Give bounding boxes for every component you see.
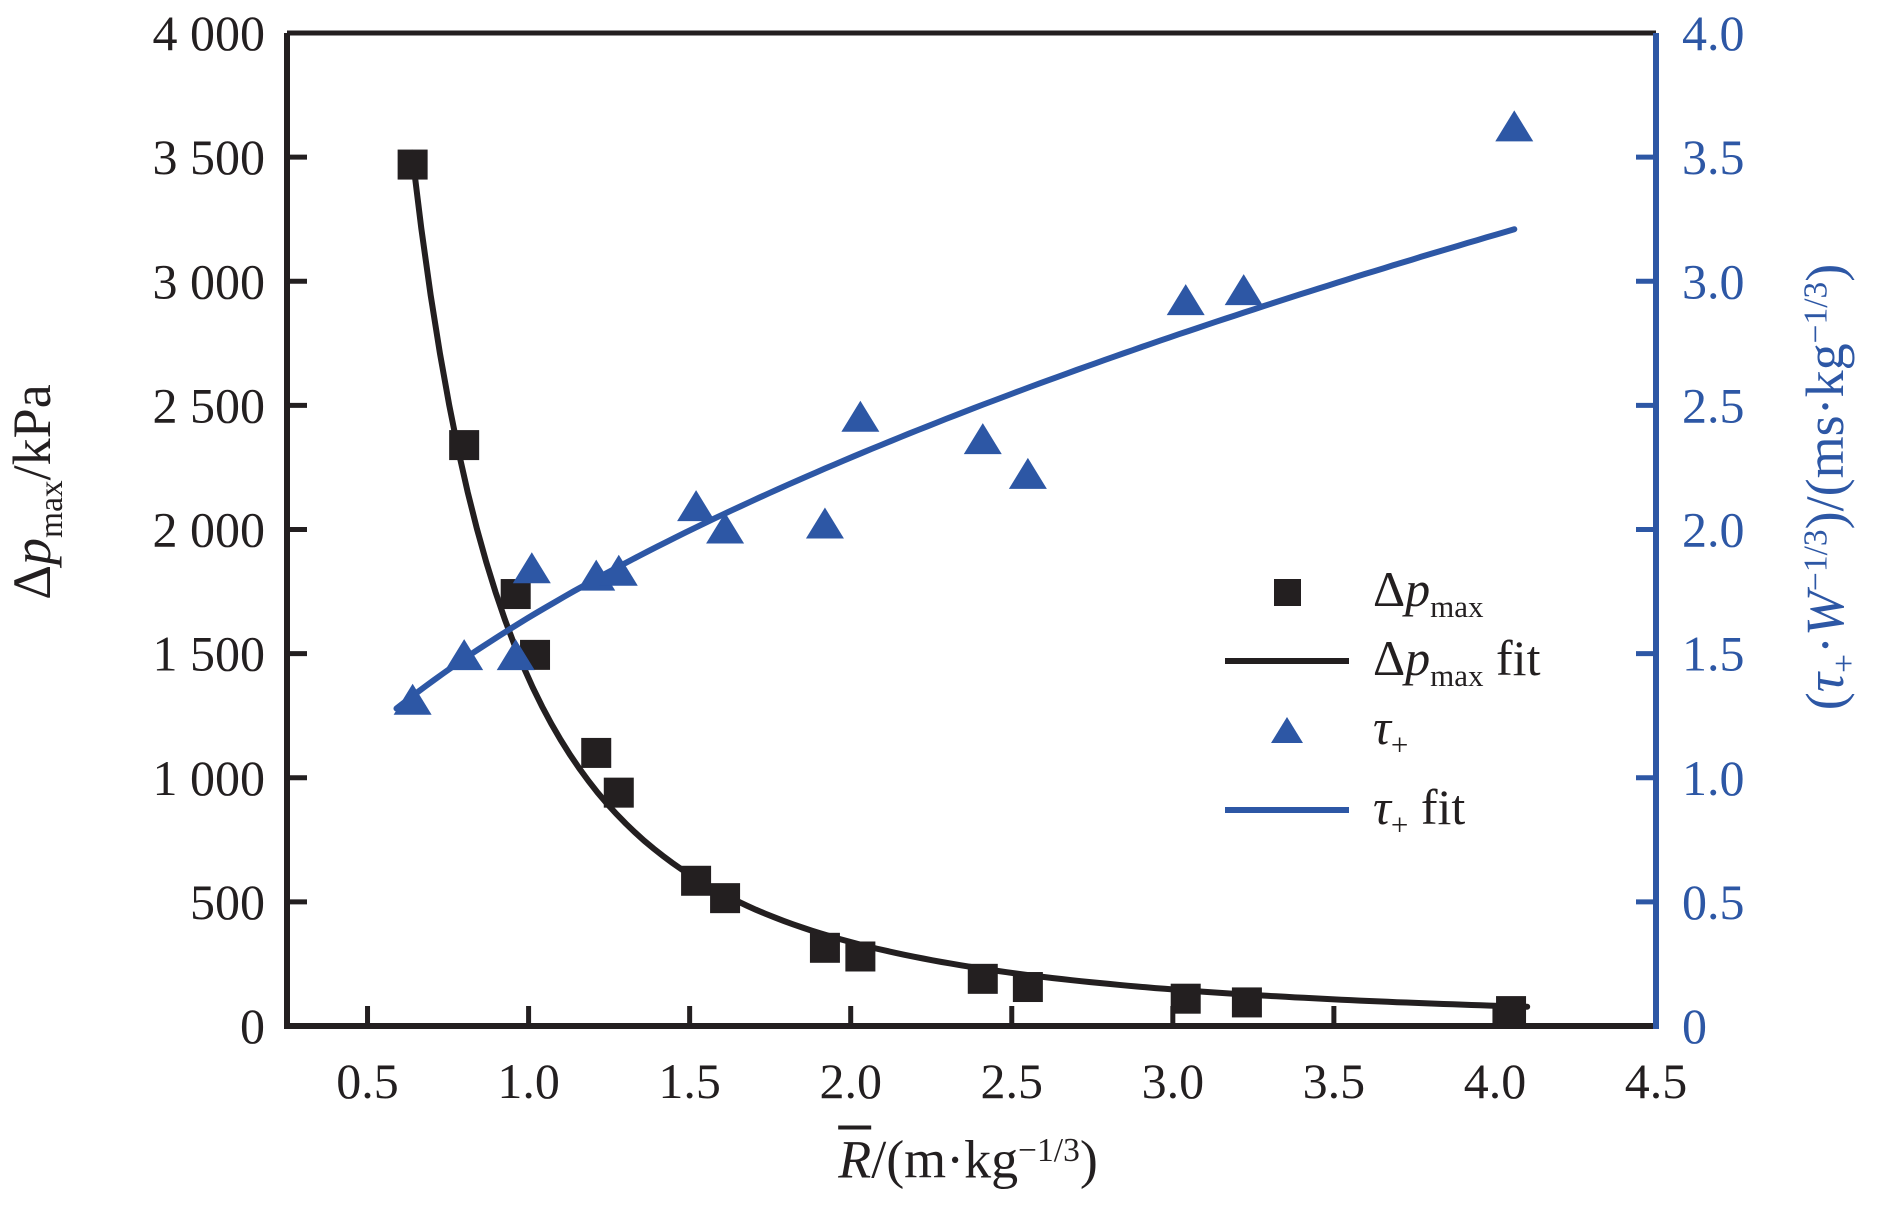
p-symbol: p bbox=[2, 537, 63, 565]
y-right-tick-label: 2.0 bbox=[1682, 502, 1745, 558]
x-axis-title: R/(m·kg−1/3) bbox=[838, 1125, 1098, 1191]
x-axis-unit: /(m·kg bbox=[871, 1129, 1019, 1190]
x-tick-label: 3.5 bbox=[1303, 1053, 1366, 1109]
tau-point bbox=[963, 423, 1002, 455]
y-left-tick-label: 500 bbox=[190, 874, 265, 930]
tau-point bbox=[1008, 457, 1047, 489]
x-tick-label: 2.5 bbox=[981, 1053, 1044, 1109]
tau-point bbox=[496, 639, 535, 671]
right-axis-exponent: −1/3 bbox=[1797, 281, 1835, 344]
x-tick-label: 2.0 bbox=[819, 1053, 882, 1109]
left-axis-title: Δpmax/kPa bbox=[1, 384, 71, 599]
x-tick-label: 1.5 bbox=[658, 1053, 721, 1109]
dp-max-point bbox=[397, 149, 428, 180]
w-exponent: −1/3 bbox=[1797, 529, 1835, 592]
tau-point bbox=[393, 683, 432, 715]
x-tick-label: 4.0 bbox=[1464, 1053, 1527, 1109]
legend-triangle-marker bbox=[1225, 717, 1349, 743]
tau-point bbox=[841, 400, 880, 432]
tau-point bbox=[805, 507, 844, 539]
y-left-tick-label: 1 500 bbox=[153, 626, 266, 682]
dp-max-point bbox=[581, 737, 612, 768]
dp-max-point bbox=[845, 941, 876, 972]
tau-point bbox=[677, 490, 716, 522]
dp-max-point bbox=[603, 777, 634, 808]
dp-max-point bbox=[500, 579, 531, 610]
dp-max-point bbox=[1496, 996, 1527, 1027]
dp-max-point bbox=[967, 963, 998, 994]
tau_fit-curve bbox=[393, 226, 1518, 712]
right-axis-title: (τ+·W−1/3)/(ms·kg−1/3) bbox=[1794, 264, 1864, 710]
y-left-tick-label: 3 500 bbox=[153, 129, 266, 185]
w-symbol: W bbox=[1795, 591, 1856, 637]
dp-max-point bbox=[449, 430, 480, 461]
dp-max-point bbox=[681, 865, 712, 896]
tau-point bbox=[599, 554, 638, 586]
legend-label-tau: τ+ bbox=[1373, 698, 1409, 762]
y-right-tick-label: 3.0 bbox=[1682, 253, 1745, 309]
dp-max-point bbox=[1012, 972, 1043, 1003]
x-axis-close-paren: ) bbox=[1079, 1129, 1098, 1190]
x-tick-label: 1.0 bbox=[497, 1053, 560, 1109]
middle-dot: · bbox=[1795, 636, 1856, 655]
right-title-close-paren: ) bbox=[1795, 263, 1856, 282]
x-tick-label: 3.0 bbox=[1142, 1053, 1205, 1109]
legend-black-line-marker bbox=[1225, 658, 1349, 664]
y-left-tick-label: 1 000 bbox=[153, 750, 266, 806]
dp-max-point bbox=[809, 932, 840, 963]
tau-point bbox=[1495, 110, 1534, 142]
y-right-tick-label: 0.5 bbox=[1682, 874, 1745, 930]
y-right-tick-label: 3.5 bbox=[1682, 129, 1745, 185]
right-title-open-paren: ( bbox=[1795, 692, 1856, 711]
tau-point bbox=[1224, 274, 1263, 306]
tau-symbol: τ bbox=[1795, 672, 1856, 693]
y-left-tick-label: 2 500 bbox=[153, 377, 266, 433]
x-axis-exponent: −1/3 bbox=[1018, 1131, 1080, 1169]
dp-max-point bbox=[1170, 983, 1201, 1014]
y-left-tick-label: 2 000 bbox=[153, 502, 266, 558]
dp_max_fit-curve bbox=[409, 149, 1531, 1010]
max-subscript: max bbox=[32, 480, 70, 538]
dp-max-point bbox=[1231, 987, 1262, 1018]
legend-label-dp-max-fit: Δpmax fit bbox=[1373, 629, 1541, 693]
y-left-tick-label: 3 000 bbox=[153, 253, 266, 309]
y-right-tick-label: 0 bbox=[1682, 998, 1707, 1054]
dp-max-point bbox=[710, 883, 741, 914]
x-tick-label: 0.5 bbox=[336, 1053, 399, 1109]
delta-symbol: Δ bbox=[2, 564, 63, 600]
tau-point bbox=[445, 639, 484, 671]
y-left-tick-label: 0 bbox=[240, 998, 265, 1054]
x-tick-label: 4.5 bbox=[1625, 1053, 1688, 1109]
tau-point bbox=[1166, 284, 1205, 316]
tau-point bbox=[706, 512, 745, 544]
legend-blue-line-marker bbox=[1225, 807, 1349, 813]
y-right-tick-label: 1.0 bbox=[1682, 750, 1745, 806]
legend-square-marker bbox=[1225, 578, 1349, 606]
y-right-tick-label: 4.0 bbox=[1682, 5, 1745, 61]
r-bar-symbol: R bbox=[838, 1125, 872, 1187]
legend-label-dp-max: Δpmax bbox=[1373, 560, 1484, 624]
y-right-tick-label: 2.5 bbox=[1682, 377, 1745, 433]
y-left-tick-label: 4 000 bbox=[153, 5, 266, 61]
y-right-tick-label: 1.5 bbox=[1682, 626, 1745, 682]
tau-point bbox=[512, 552, 551, 584]
tau-plus-subscript: + bbox=[1825, 654, 1863, 673]
legend-label-tau-fit: τ+ fit bbox=[1373, 778, 1466, 842]
right-axis-unit: )/(ms·kg bbox=[1795, 343, 1856, 530]
left-axis-unit: /kPa bbox=[2, 384, 63, 481]
